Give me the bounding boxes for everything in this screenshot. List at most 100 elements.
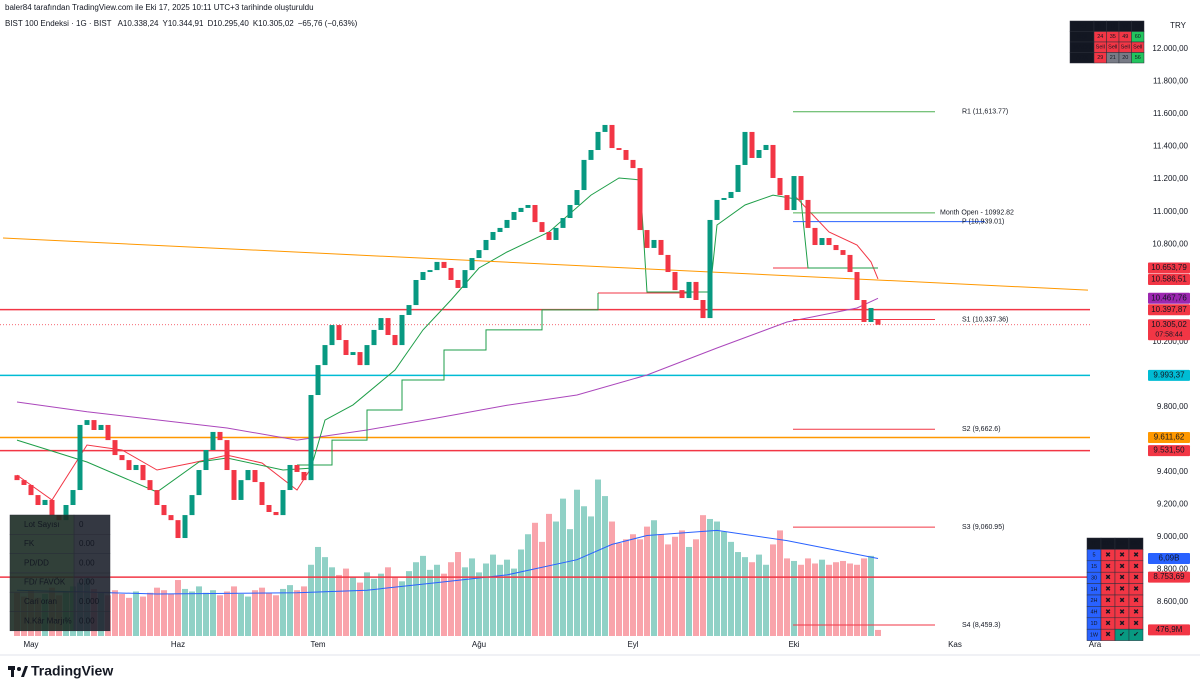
volume-bar (280, 588, 286, 636)
fundamental-label: Lot Sayısı (24, 520, 60, 529)
volume-bar (826, 564, 832, 636)
volume-bar (875, 629, 881, 636)
price-badge (1148, 432, 1190, 444)
candle (749, 131, 755, 158)
brand: TradingView (31, 663, 113, 679)
volume-bar (385, 567, 391, 636)
volume-badge (1148, 553, 1190, 565)
volume-bar (224, 591, 230, 636)
candle (462, 270, 468, 288)
candle (630, 159, 636, 169)
candle (637, 168, 643, 231)
volume-bar (259, 587, 265, 636)
table-cell-text: 21 (1110, 55, 1116, 61)
pivot-label: P (10,939.01) (962, 218, 1004, 225)
candle (539, 222, 545, 232)
volume-bar (154, 587, 160, 636)
candle (826, 238, 832, 246)
y-tick-label: 8.600,00 (1157, 597, 1189, 606)
fundamental-value: 0 (79, 520, 84, 529)
volume-bar (819, 559, 825, 636)
price-badge (1148, 319, 1190, 341)
volume-bar (861, 558, 867, 636)
mtf-tf: 4H (1090, 610, 1097, 616)
table-cell-text: Sell (1133, 45, 1142, 51)
fundamental-value: 0.00 (79, 578, 95, 587)
y-tick-label: 11.600,00 (1153, 109, 1189, 118)
candle (273, 511, 279, 516)
mtf-mark: ✖ (1105, 620, 1111, 627)
volume-bar (595, 479, 601, 636)
candle (378, 318, 384, 330)
volume-bar (679, 530, 685, 636)
volume-bar (392, 577, 398, 636)
mtf-tf: 1H (1090, 587, 1097, 593)
pivot-label: Month Open - 10992.82 (940, 210, 1014, 217)
fundamental-value: 0.00 (79, 539, 95, 548)
volume-bar (231, 586, 237, 636)
candle (189, 495, 195, 516)
volume-bar (238, 594, 244, 636)
candle (483, 239, 489, 251)
candle (49, 499, 55, 516)
candle (553, 227, 559, 240)
fundamental-value: 0.000 (79, 597, 100, 606)
candle (21, 480, 27, 485)
table-cell-text: 24 (1097, 34, 1103, 40)
candle (847, 254, 853, 273)
price-badge-label: 9.531,50 (1153, 446, 1185, 455)
candle (161, 504, 167, 516)
volume-bar (490, 554, 496, 636)
mtf-mark: ✖ (1119, 575, 1125, 582)
mtf-tf: 5 (1092, 553, 1095, 559)
volume-bar (427, 569, 433, 636)
volume-bar (203, 592, 209, 636)
mtf-mark: ✖ (1119, 586, 1125, 593)
volume-bar (266, 592, 272, 636)
pivot-label: S1 (10,337.36) (962, 316, 1008, 323)
candle (497, 227, 503, 232)
mtf-mark: ✖ (1105, 586, 1111, 593)
volume-bar (700, 515, 706, 636)
pivot-label: S3 (9,060.95) (962, 524, 1004, 531)
mtf-mark: ✖ (1119, 598, 1125, 605)
logo-mark (21, 666, 28, 677)
price-badge-label: 10.397,87 (1151, 305, 1187, 314)
candle (413, 279, 419, 306)
candle (525, 204, 531, 208)
volume-bar (721, 531, 727, 636)
volume-bar (378, 573, 384, 636)
volume-bar (686, 546, 692, 636)
candle (406, 305, 412, 315)
volume-bar (623, 539, 629, 636)
candle (91, 420, 97, 430)
price-badge-label: 9.611,62 (1154, 433, 1185, 442)
candle (567, 204, 573, 219)
volume-bar (364, 572, 370, 636)
fundamental-label: FD/ FAVÖK (24, 578, 66, 587)
price-badge-label: 8.753,69 (1153, 572, 1185, 581)
candle (84, 420, 90, 425)
candle (238, 480, 244, 500)
candle (364, 345, 370, 366)
volume-bar (273, 595, 279, 636)
fundamental-label: PD/DD (24, 558, 49, 567)
candle (266, 504, 272, 512)
volume-bar (336, 574, 342, 636)
candle (336, 325, 342, 341)
volume-bar (147, 592, 153, 636)
table-row-label: ADX (1076, 55, 1088, 61)
candle (735, 164, 741, 192)
volume-bar (413, 562, 419, 636)
y-tick-label: 12.000,00 (1152, 44, 1188, 53)
candle (280, 490, 286, 516)
table-cell-text: 60 (1135, 34, 1141, 40)
candle (301, 471, 307, 481)
table-row-label: RSI (1077, 34, 1087, 40)
ohlc-key: Y (163, 19, 169, 28)
volume-bar (651, 520, 657, 636)
price-badge (1148, 262, 1190, 274)
volume-bar (315, 546, 321, 636)
volume-bar (644, 526, 650, 636)
volume-bar (574, 489, 580, 636)
